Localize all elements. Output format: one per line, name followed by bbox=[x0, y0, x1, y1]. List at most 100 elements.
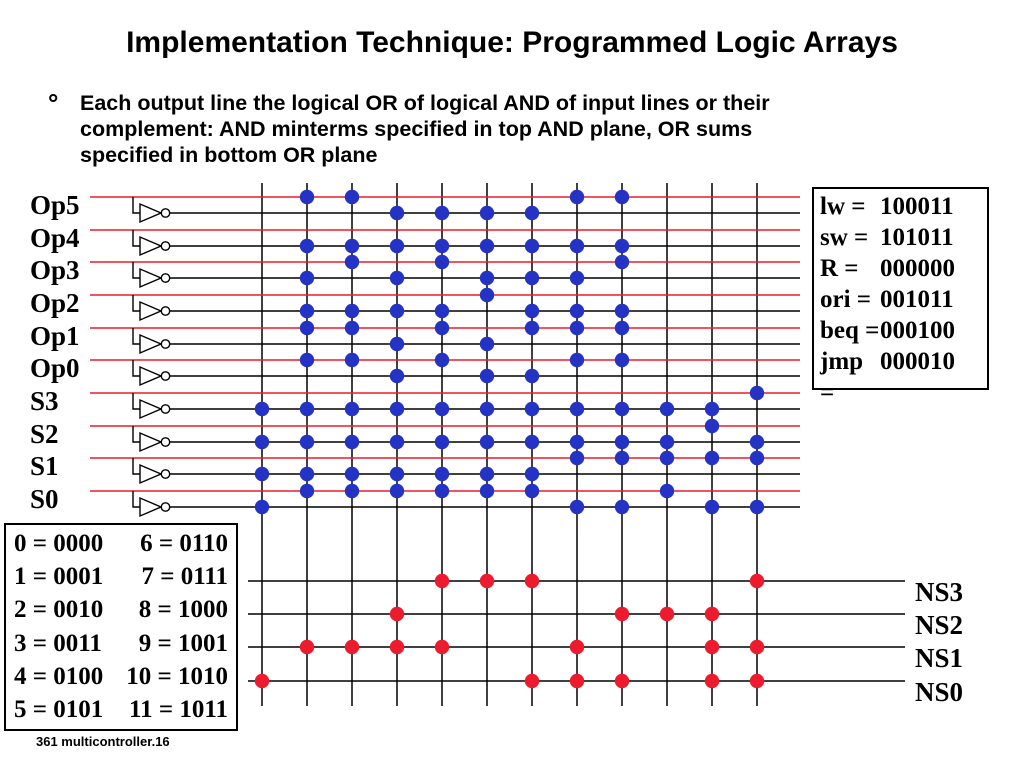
inverter-icon bbox=[139, 300, 163, 322]
state-entry: 7 = 0111 bbox=[141, 562, 229, 590]
opcode-row: lw = 100011 bbox=[820, 191, 983, 222]
bullet-line: complement: AND minterms specified in to… bbox=[80, 117, 753, 141]
and-plane-dot bbox=[569, 499, 585, 515]
or-plane-dot bbox=[479, 573, 495, 589]
and-plane-dot bbox=[614, 434, 630, 450]
state-row: 4 = 0100 10 = 1010 bbox=[14, 663, 228, 691]
and-plane-dot bbox=[524, 270, 540, 286]
and-plane-dot bbox=[434, 205, 450, 221]
opcode-row: R = 000000 bbox=[820, 253, 983, 284]
or-plane-dot bbox=[524, 673, 540, 689]
and-plane-dot bbox=[614, 303, 630, 319]
state-entry: 9 = 1001 bbox=[138, 629, 228, 657]
inverter-bubble-icon bbox=[160, 241, 171, 251]
inverter-bubble-icon bbox=[160, 469, 171, 479]
or-plane-dot bbox=[434, 573, 450, 589]
inverter-icon bbox=[139, 496, 163, 518]
or-plane-dot bbox=[344, 639, 360, 655]
state-row: 0 = 0000 6 = 0110 bbox=[14, 530, 228, 558]
or-plane-dot bbox=[389, 639, 405, 655]
inverter-wire bbox=[132, 328, 140, 345]
and-plane-dot bbox=[299, 320, 315, 336]
inverter-wire bbox=[132, 426, 140, 443]
opcode-name: lw = bbox=[820, 193, 866, 220]
and-plane-dot bbox=[299, 466, 315, 482]
and-plane-dot bbox=[479, 434, 495, 450]
opcode-row: jmp = 000010 bbox=[820, 346, 983, 408]
inverter-wire bbox=[132, 262, 140, 279]
and-plane-dot bbox=[434, 434, 450, 450]
and-plane-dot bbox=[299, 238, 315, 254]
state-row: 1 = 0001 7 = 0111 bbox=[14, 563, 228, 591]
state-entry: 8 = 1000 bbox=[138, 596, 228, 624]
and-plane-dot bbox=[569, 352, 585, 368]
state-encoding-table: 0 = 0000 6 = 0110 1 = 0001 7 = 0111 2 = … bbox=[4, 523, 238, 731]
and-plane-dot bbox=[614, 189, 630, 205]
inverter-wire bbox=[132, 491, 140, 508]
state-entry: 3 = 0011 bbox=[14, 629, 102, 657]
state-row: 5 = 0101 11 = 1011 bbox=[14, 696, 228, 724]
inverter-wire bbox=[132, 295, 140, 312]
and-plane-dot bbox=[479, 287, 495, 303]
and-plane-dot bbox=[479, 336, 495, 352]
and-plane-dot bbox=[254, 434, 270, 450]
and-plane-dot bbox=[479, 368, 495, 384]
or-plane-dot bbox=[569, 639, 585, 655]
opcode-row: sw = 101011 bbox=[820, 222, 983, 253]
inverter-wire bbox=[132, 360, 140, 377]
page-title: Implementation Technique: Programmed Log… bbox=[126, 26, 898, 59]
and-plane-dot bbox=[389, 336, 405, 352]
and-plane-dot bbox=[749, 385, 765, 401]
inverter-bubble-icon bbox=[160, 404, 171, 414]
and-plane-dot bbox=[749, 499, 765, 515]
and-plane-dot bbox=[479, 401, 495, 417]
and-plane-dot bbox=[344, 434, 360, 450]
opcode-value: 001011 bbox=[880, 286, 954, 313]
and-plane-dot bbox=[254, 499, 270, 515]
and-plane-dot bbox=[344, 238, 360, 254]
and-plane-dot bbox=[569, 434, 585, 450]
opcode-name: R = bbox=[820, 255, 859, 282]
and-plane-dot bbox=[569, 189, 585, 205]
and-plane-dot bbox=[524, 205, 540, 221]
inverter-icon bbox=[139, 202, 163, 224]
and-plane-dot bbox=[614, 238, 630, 254]
input-label-s3: S3 bbox=[30, 386, 59, 416]
state-entry: 5 = 0101 bbox=[14, 696, 104, 724]
inverter-wire bbox=[132, 393, 140, 410]
and-plane-dot bbox=[389, 205, 405, 221]
and-plane-dot bbox=[614, 320, 630, 336]
and-plane-dot bbox=[524, 320, 540, 336]
opcode-value: 000000 bbox=[880, 255, 955, 282]
and-plane-dot bbox=[479, 483, 495, 499]
inverter-bubble-icon bbox=[160, 306, 171, 316]
inverter-icon bbox=[139, 235, 163, 257]
and-plane-dot bbox=[344, 303, 360, 319]
and-plane-dot bbox=[344, 401, 360, 417]
or-plane-dot bbox=[524, 573, 540, 589]
bullet-block: ° Each output line the logical OR of log… bbox=[48, 90, 958, 168]
state-row: 2 = 0010 8 = 1000 bbox=[14, 596, 228, 624]
inverter-bubble-icon bbox=[160, 339, 171, 349]
and-plane-dot bbox=[389, 466, 405, 482]
and-plane-dot bbox=[569, 450, 585, 466]
inverter-icon bbox=[139, 333, 163, 355]
and-plane-dot bbox=[434, 238, 450, 254]
opcode-table: lw = 100011 sw = 101011 R = 000000 ori =… bbox=[812, 187, 989, 406]
and-plane-dot bbox=[524, 466, 540, 482]
and-plane-dot bbox=[434, 483, 450, 499]
input-label-op5: Op5 bbox=[30, 190, 80, 220]
slide-footer-caption: 361 multicontroller.16 bbox=[36, 734, 170, 749]
and-plane-dot bbox=[389, 483, 405, 499]
inverter-icon bbox=[139, 398, 163, 420]
opcode-row: beq = 000100 bbox=[820, 315, 983, 346]
and-plane-dot bbox=[344, 466, 360, 482]
inverter-bubble-icon bbox=[160, 208, 171, 218]
output-label-ns2: NS2 bbox=[915, 610, 964, 640]
opcode-name: ori = bbox=[820, 286, 872, 313]
or-plane-dot bbox=[704, 606, 720, 622]
and-plane-dot bbox=[299, 303, 315, 319]
and-plane-dot bbox=[704, 450, 720, 466]
